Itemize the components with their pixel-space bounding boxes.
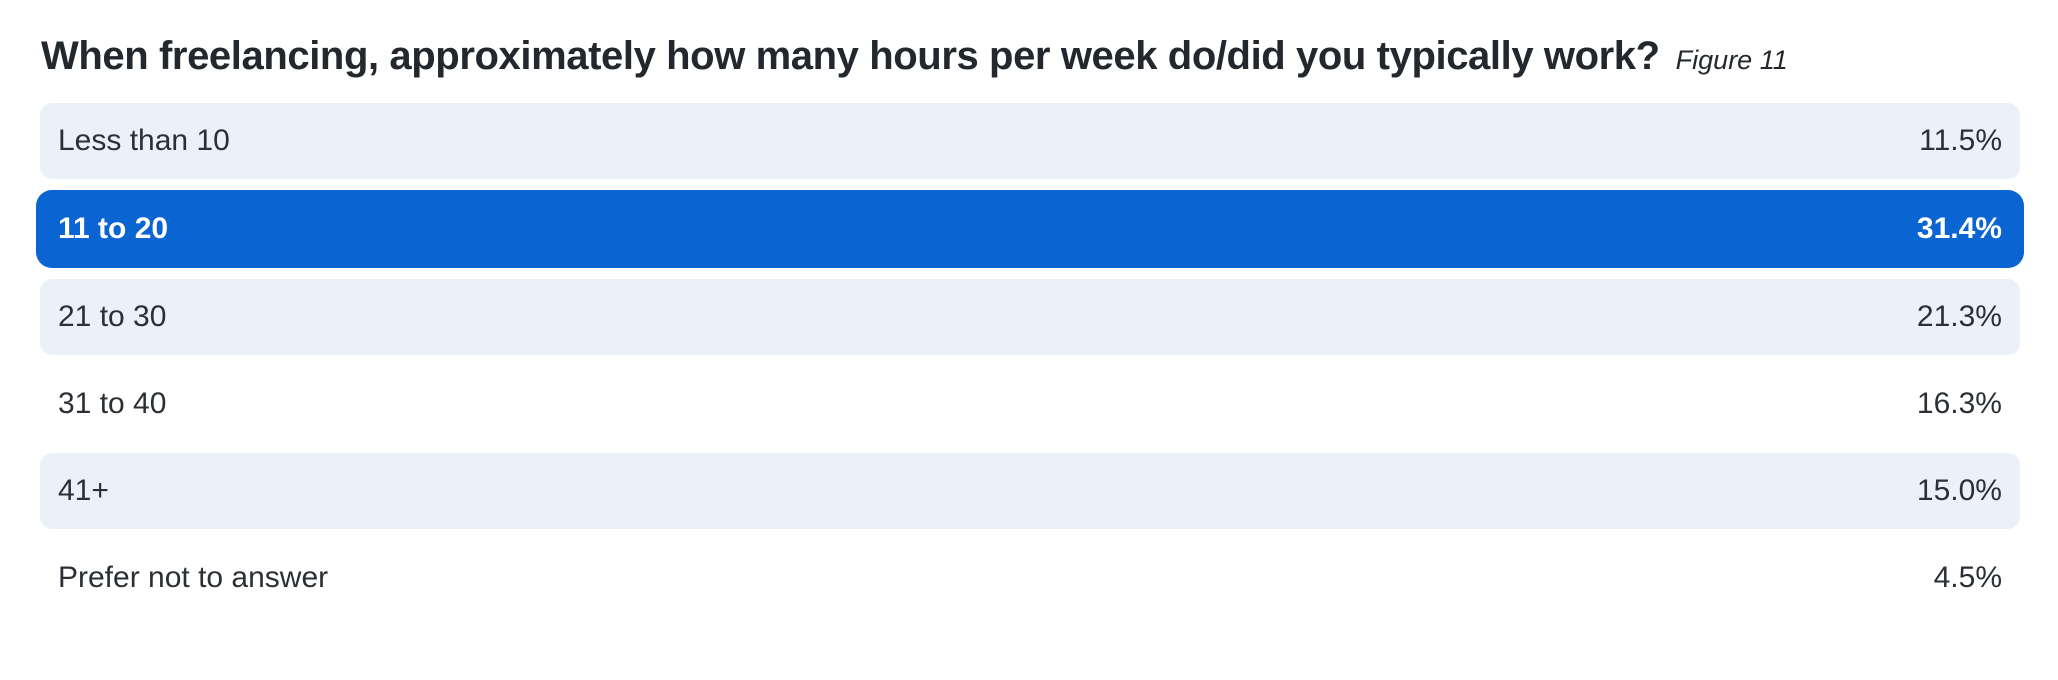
answer-label: Less than 10 — [58, 124, 230, 157]
answer-row-21-to-30: 21 to 30 21.3% — [40, 279, 2020, 355]
answer-label: 21 to 30 — [58, 300, 167, 333]
answer-label: 31 to 40 — [58, 387, 167, 420]
answer-row-prefer-not-to-answer: Prefer not to answer 4.5% — [40, 540, 2020, 616]
answer-label: Prefer not to answer — [58, 561, 329, 594]
answer-value: 4.5% — [1933, 561, 2002, 594]
answer-label: 11 to 20 — [58, 212, 169, 245]
answer-rows: Less than 10 11.5% 11 to 20 31.4% 21 to … — [36, 103, 2024, 616]
figure-number-label: Figure 11 — [1675, 45, 1788, 75]
title-line: When freelancing, approximately how many… — [41, 30, 2020, 82]
answer-value: 31.4% — [1916, 212, 2002, 245]
answer-value: 15.0% — [1916, 474, 2002, 507]
answer-value: 11.5% — [1919, 124, 2002, 157]
answer-row-31-to-40: 31 to 40 16.3% — [40, 366, 2020, 442]
answer-value: 16.3% — [1916, 387, 2002, 420]
answer-row-11-to-20-highlighted: 11 to 20 31.4% — [36, 190, 2024, 268]
answer-row-41-plus: 41+ 15.0% — [40, 453, 2020, 529]
answer-row-less-than-10: Less than 10 11.5% — [40, 103, 2020, 179]
question-title: When freelancing, approximately how many… — [41, 34, 1660, 78]
answer-value: 21.3% — [1916, 300, 2002, 333]
answer-label: 41+ — [58, 474, 109, 507]
